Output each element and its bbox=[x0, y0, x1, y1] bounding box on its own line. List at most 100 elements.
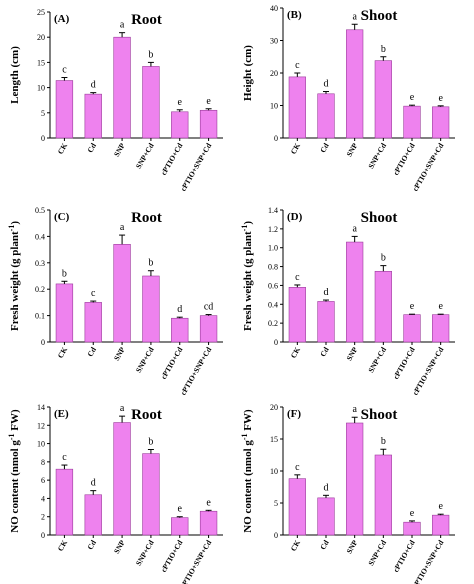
panel-title: Shoot bbox=[361, 8, 398, 24]
y-axis-label: Fresh weight (g plant-1) bbox=[7, 221, 21, 331]
y-axis-label-superscript: -1 bbox=[7, 225, 16, 232]
y-tick-label: 0.3 bbox=[35, 259, 45, 268]
bar bbox=[432, 106, 450, 139]
panel-title: Root bbox=[131, 407, 162, 423]
category-label: cPTIO+SNP+Cd bbox=[179, 345, 214, 397]
category-label: SNP+Cd bbox=[366, 538, 388, 567]
y-tick-label: 15 bbox=[270, 435, 278, 444]
category-label: cPTIO+Cd bbox=[391, 538, 417, 574]
category-label: SNP bbox=[345, 538, 360, 555]
significance-label: d bbox=[91, 478, 96, 489]
bar bbox=[374, 60, 392, 139]
bar bbox=[171, 317, 189, 343]
category-label: SNP bbox=[345, 345, 360, 362]
category-label: cPTIO+SNP+Cd bbox=[411, 538, 446, 584]
y-tick-label: 6 bbox=[41, 476, 45, 485]
category-label: Cd bbox=[85, 345, 98, 359]
y-tick-label: 20 bbox=[270, 403, 278, 412]
category-label: CK bbox=[56, 345, 70, 359]
y-tick-label: 0 bbox=[41, 134, 45, 143]
bar bbox=[346, 241, 364, 343]
significance-label: e bbox=[438, 501, 443, 512]
y-tick-label: 10 bbox=[270, 467, 278, 476]
significance-label: cd bbox=[204, 302, 213, 313]
category-label: SNP bbox=[345, 141, 360, 158]
bar bbox=[403, 105, 421, 139]
y-axis-label-main: Fresh weight (g plant bbox=[9, 231, 21, 331]
category-label: Cd bbox=[318, 345, 331, 359]
category-label: SNP bbox=[112, 141, 127, 158]
bar bbox=[346, 422, 364, 536]
bar bbox=[171, 111, 189, 139]
significance-label: e bbox=[438, 93, 443, 104]
bar bbox=[403, 521, 421, 536]
panel-letter: (A) bbox=[54, 13, 70, 25]
y-axis-label-end: ) bbox=[242, 221, 254, 225]
significance-label: e bbox=[178, 504, 183, 515]
panel-title: Shoot bbox=[361, 210, 398, 226]
significance-label: e bbox=[410, 508, 415, 519]
y-tick-label: 0.2 bbox=[268, 319, 278, 328]
y-axis-label-superscript: -1 bbox=[240, 225, 249, 232]
y-axis-label-main: Length (cm) bbox=[9, 46, 21, 104]
y-tick-label: 20 bbox=[37, 33, 45, 42]
significance-label: a bbox=[120, 20, 125, 31]
y-tick-label: 0.4 bbox=[35, 232, 45, 241]
panel-letter: (C) bbox=[54, 211, 70, 223]
significance-label: a bbox=[352, 223, 357, 234]
category-label: SNP+Cd bbox=[366, 141, 388, 170]
bar bbox=[199, 510, 218, 536]
category-label: Cd bbox=[85, 538, 98, 552]
y-axis-label: Length (cm) bbox=[9, 46, 21, 104]
y-tick-label: 0.5 bbox=[35, 206, 45, 215]
bar bbox=[288, 478, 306, 536]
panel-title: Root bbox=[131, 210, 162, 226]
significance-label: c bbox=[62, 452, 67, 463]
category-label: CK bbox=[289, 141, 303, 155]
y-tick-label: 1.4 bbox=[268, 206, 278, 215]
y-axis-label-main: NO content (nmol g bbox=[9, 440, 21, 533]
category-label: cPTIO+SNP+Cd bbox=[179, 141, 214, 193]
bar bbox=[55, 283, 74, 343]
significance-label: e bbox=[410, 92, 415, 103]
bar bbox=[346, 29, 364, 139]
bar bbox=[288, 76, 306, 139]
y-tick-label: 15 bbox=[37, 58, 45, 67]
category-label: CK bbox=[56, 538, 70, 552]
category-label: SNP+Cd bbox=[134, 538, 156, 567]
y-tick-label: 40 bbox=[270, 4, 278, 13]
chart-panel-2: 0 10 20 30 40 c CK d Cd a SNP b SNP+Cd e cPTIO+Cd e cPTI… bbox=[242, 4, 455, 193]
y-tick-label: 0 bbox=[41, 531, 45, 540]
category-label: CK bbox=[289, 538, 303, 552]
significance-label: c bbox=[91, 288, 96, 299]
significance-label: d bbox=[324, 79, 329, 90]
bar bbox=[317, 93, 335, 139]
significance-label: b bbox=[148, 258, 153, 269]
bar bbox=[374, 270, 392, 343]
panel-letter: (D) bbox=[287, 211, 303, 223]
y-tick-label: 0.4 bbox=[268, 300, 278, 309]
y-tick-label: 20 bbox=[270, 69, 278, 78]
y-tick-label: 10 bbox=[37, 84, 45, 93]
y-tick-label: 0 bbox=[41, 338, 45, 347]
significance-label: c bbox=[62, 65, 67, 76]
y-axis-label: NO content (nmol g-1 FW) bbox=[7, 409, 21, 533]
bar bbox=[113, 244, 131, 343]
bar bbox=[432, 314, 450, 343]
y-tick-label: 2 bbox=[41, 513, 45, 522]
significance-label: e bbox=[410, 301, 415, 312]
significance-label: a bbox=[352, 404, 357, 415]
panel-letter: (F) bbox=[287, 408, 301, 420]
y-tick-label: 25 bbox=[37, 8, 45, 17]
category-label: cPTIO+Cd bbox=[391, 345, 417, 381]
significance-label: a bbox=[120, 222, 125, 233]
y-tick-label: 1.0 bbox=[268, 244, 278, 253]
panel-letter: (E) bbox=[54, 408, 69, 420]
bar bbox=[84, 494, 102, 536]
bar bbox=[317, 497, 335, 536]
significance-label: a bbox=[120, 403, 125, 414]
significance-label: b bbox=[381, 253, 386, 264]
y-tick-label: 0 bbox=[274, 531, 278, 540]
panel-title: Root bbox=[131, 12, 162, 28]
